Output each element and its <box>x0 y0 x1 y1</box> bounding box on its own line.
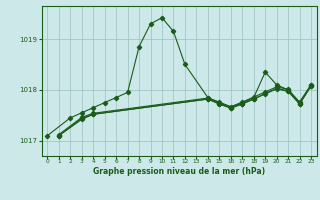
X-axis label: Graphe pression niveau de la mer (hPa): Graphe pression niveau de la mer (hPa) <box>93 167 265 176</box>
